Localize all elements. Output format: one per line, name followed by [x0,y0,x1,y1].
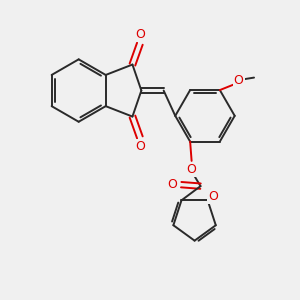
Text: O: O [135,28,145,41]
Text: O: O [167,178,177,191]
Text: O: O [208,190,218,203]
Text: O: O [187,163,196,176]
Text: O: O [135,140,145,153]
Text: O: O [234,74,244,87]
